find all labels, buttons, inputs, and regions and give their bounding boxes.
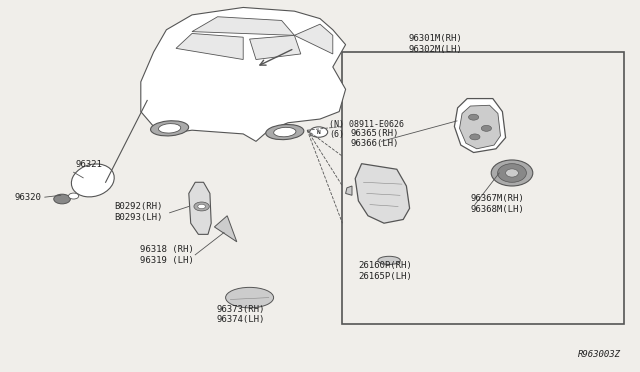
Circle shape	[481, 125, 492, 131]
Ellipse shape	[498, 164, 526, 182]
PathPatch shape	[250, 35, 301, 60]
PathPatch shape	[192, 17, 294, 35]
PathPatch shape	[189, 182, 211, 234]
Bar	[342, 52, 624, 324]
Circle shape	[468, 114, 479, 120]
Ellipse shape	[159, 124, 180, 133]
Ellipse shape	[378, 256, 401, 264]
PathPatch shape	[454, 99, 506, 153]
Text: 96321: 96321	[76, 160, 102, 169]
Circle shape	[54, 194, 70, 204]
PathPatch shape	[141, 7, 346, 141]
Text: 26160P(RH)
26165P(LH): 26160P(RH) 26165P(LH)	[358, 261, 412, 280]
Text: 96367M(RH)
96368M(LH): 96367M(RH) 96368M(LH)	[470, 194, 524, 214]
Circle shape	[310, 127, 328, 137]
PathPatch shape	[346, 186, 352, 195]
PathPatch shape	[294, 24, 333, 54]
Text: 96318 (RH)
96319 (LH): 96318 (RH) 96319 (LH)	[140, 245, 193, 264]
PathPatch shape	[460, 105, 500, 149]
Circle shape	[194, 202, 209, 211]
Ellipse shape	[226, 287, 274, 308]
Text: 96301M(RH)
96302M(LH): 96301M(RH) 96302M(LH)	[408, 34, 462, 54]
Ellipse shape	[72, 164, 114, 197]
Text: 96365(RH)
96366(LH): 96365(RH) 96366(LH)	[351, 129, 399, 148]
Text: 96373(RH)
96374(LH): 96373(RH) 96374(LH)	[216, 305, 265, 324]
Circle shape	[198, 204, 205, 209]
Text: N: N	[317, 130, 321, 135]
Ellipse shape	[274, 127, 296, 137]
Circle shape	[68, 193, 79, 199]
PathPatch shape	[176, 33, 243, 60]
PathPatch shape	[214, 216, 237, 242]
Ellipse shape	[506, 169, 518, 177]
Text: R963003Z: R963003Z	[578, 350, 621, 359]
Text: 96320: 96320	[14, 193, 41, 202]
Ellipse shape	[492, 160, 532, 186]
Text: B0292(RH)
B0293(LH): B0292(RH) B0293(LH)	[114, 202, 163, 222]
Ellipse shape	[266, 125, 304, 140]
PathPatch shape	[355, 164, 410, 223]
Ellipse shape	[150, 121, 189, 136]
Text: (N) 08911-E0626
(6): (N) 08911-E0626 (6)	[329, 120, 404, 139]
Circle shape	[470, 134, 480, 140]
